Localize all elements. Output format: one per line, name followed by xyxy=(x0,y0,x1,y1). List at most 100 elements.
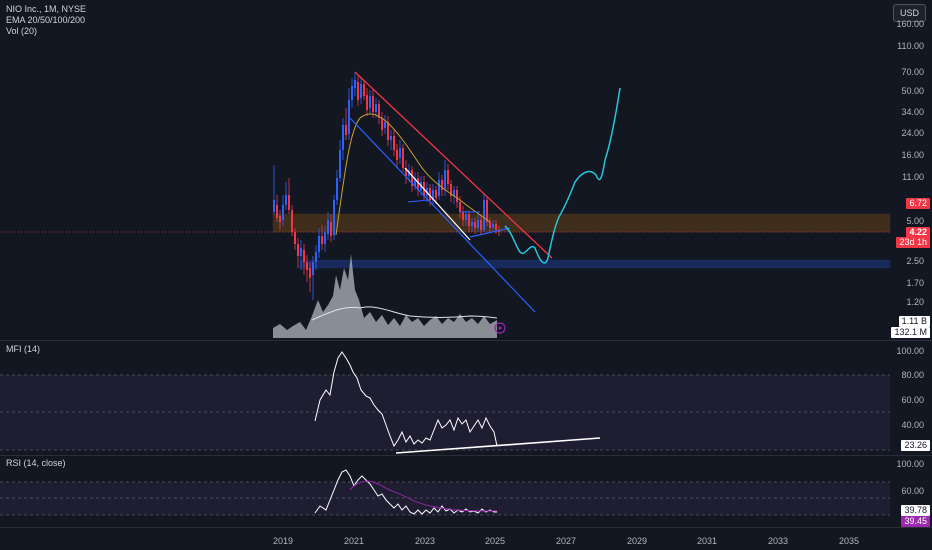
price-tick: 16.00 xyxy=(901,150,924,160)
candle-body xyxy=(438,180,440,196)
candle-body xyxy=(414,178,416,186)
channel-trendline xyxy=(349,117,536,313)
candle-body xyxy=(303,250,305,262)
candle-body xyxy=(372,96,374,112)
candle-body xyxy=(369,96,371,108)
candle-body xyxy=(363,84,365,96)
candle-body xyxy=(432,190,434,200)
candle-body xyxy=(390,136,392,140)
candle-body xyxy=(495,224,497,230)
candle-body xyxy=(453,190,455,196)
candle-body xyxy=(315,252,317,262)
candle-body xyxy=(402,148,404,168)
time-tick: 2031 xyxy=(696,536,718,546)
rsi-value-tag: 39.78 xyxy=(901,505,930,516)
time-tick: 2025 xyxy=(484,536,506,546)
mfi-value-tag: 23.26 xyxy=(901,440,930,451)
price-tick: 1.20 xyxy=(906,297,924,307)
mfi-tick: 40.00 xyxy=(901,420,924,430)
candle-body xyxy=(396,150,398,160)
candle-body xyxy=(474,222,476,228)
pane-divider[interactable] xyxy=(0,455,932,456)
bar-countdown-tag: 23d 1h xyxy=(896,237,930,248)
time-tick: 2033 xyxy=(767,536,789,546)
rsi-title[interactable]: RSI (14, close) xyxy=(6,458,66,468)
volume-tag: 1.11 B xyxy=(898,316,930,327)
ema-label[interactable]: EMA 20/50/100/200 xyxy=(6,15,86,25)
ema-line xyxy=(335,113,491,236)
candle-body xyxy=(459,202,461,212)
volume-histogram xyxy=(273,254,497,338)
candle-body xyxy=(339,150,341,178)
candle-body xyxy=(375,104,377,112)
wedge-support-line xyxy=(404,167,471,241)
projection-path xyxy=(504,87,621,264)
candle-body xyxy=(465,214,467,220)
candle-body xyxy=(480,220,482,230)
mfi-line xyxy=(314,351,498,448)
symbol-label[interactable]: NIO Inc., 1M, NYSE xyxy=(6,4,87,14)
mfi-title[interactable]: MFI (14) xyxy=(6,344,41,354)
candle-body xyxy=(483,200,485,230)
rsi-ma-value-tag: 39.45 xyxy=(901,516,930,527)
candle-body xyxy=(306,262,308,270)
candle-body xyxy=(309,268,311,278)
candle-body xyxy=(297,244,299,256)
candle-body xyxy=(345,125,347,135)
price-tick: 50.00 xyxy=(901,86,924,96)
candle-body xyxy=(288,195,290,210)
candle-body xyxy=(342,125,344,150)
mfi-tick: 80.00 xyxy=(901,370,924,380)
candle-body xyxy=(321,236,323,244)
time-tick: 2035 xyxy=(838,536,860,546)
candle-body xyxy=(330,222,332,236)
candle-body xyxy=(318,236,320,252)
candle-body xyxy=(489,222,491,228)
candle-body xyxy=(312,262,314,275)
support-zone xyxy=(272,213,891,233)
candle-body xyxy=(294,232,296,244)
price-tick: 5.00 xyxy=(906,216,924,226)
candle-body xyxy=(486,200,488,222)
candle-body xyxy=(447,170,449,184)
currency-button[interactable]: USD xyxy=(892,4,926,22)
volume-label[interactable]: Vol (20) xyxy=(6,26,38,36)
candle-body xyxy=(393,136,395,150)
price-tick: 34.00 xyxy=(901,107,924,117)
lower-zone xyxy=(299,259,891,269)
price-tick: 70.00 xyxy=(901,67,924,77)
candle-body xyxy=(417,178,419,190)
candle-body xyxy=(435,190,437,198)
price-tick: 11.00 xyxy=(902,172,924,182)
candle-body xyxy=(279,216,281,222)
candlestick-series xyxy=(273,72,500,300)
candle-body xyxy=(357,82,359,100)
candle-body xyxy=(462,212,464,220)
candle-body xyxy=(336,178,338,200)
candle-body xyxy=(300,248,302,256)
candle-body xyxy=(324,232,326,244)
price-tick: 110.00 xyxy=(897,41,924,51)
candle-body xyxy=(333,200,335,235)
candle-body xyxy=(291,210,293,232)
volume-ma-tag: 132.1 M xyxy=(891,327,930,338)
rsi-tick: 100.00 xyxy=(896,459,924,469)
candle-body xyxy=(348,100,350,134)
mfi-band xyxy=(0,375,890,450)
price-tick: 160.00 xyxy=(896,19,924,29)
candle-body xyxy=(441,180,443,190)
candle-body xyxy=(405,168,407,176)
mfi-tick: 100.00 xyxy=(896,346,924,356)
high-price-tag: 6.72 xyxy=(906,198,930,209)
candle-body xyxy=(477,220,479,228)
candle-body xyxy=(282,205,284,220)
dividend-icon xyxy=(494,322,506,334)
pane-divider[interactable] xyxy=(0,340,932,341)
candle-body xyxy=(468,214,470,226)
price-tick: 24.00 xyxy=(901,128,924,138)
candle-body xyxy=(276,205,278,218)
candle-body xyxy=(327,220,329,234)
candle-body xyxy=(273,200,275,212)
